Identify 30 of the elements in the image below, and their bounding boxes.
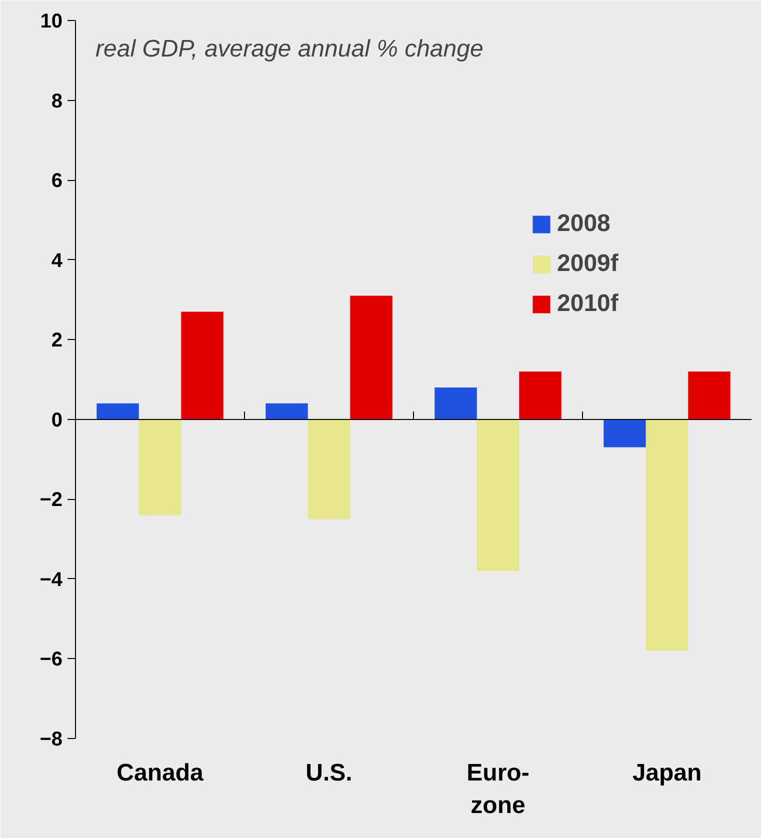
y-tick-label: 0 xyxy=(51,409,62,432)
y-tick-label: −8 xyxy=(40,728,63,750)
y-tick-label: 10 xyxy=(40,10,63,32)
legend-label: 2010f xyxy=(557,290,618,318)
x-tick-label: Japan xyxy=(632,760,702,786)
bar xyxy=(519,372,562,420)
y-tick-label: 8 xyxy=(51,90,62,112)
bar xyxy=(96,403,139,420)
bar xyxy=(138,419,182,516)
bar xyxy=(688,372,730,420)
y-tick-label: 2 xyxy=(51,330,62,352)
text: real GDP, average annual % change xyxy=(96,36,484,62)
x-tick-label: Canada xyxy=(116,760,204,786)
bar xyxy=(350,296,392,420)
bar xyxy=(308,419,350,520)
y-tick-label: 6 xyxy=(51,170,62,192)
bar xyxy=(646,419,688,651)
legend-label: 2009f xyxy=(557,250,618,278)
bar xyxy=(181,312,224,420)
y-tick-label: −6 xyxy=(40,648,63,671)
x-tick-label: U.S. xyxy=(306,760,352,786)
bar xyxy=(266,403,308,420)
bar xyxy=(434,387,477,420)
bar xyxy=(476,419,520,571)
legend-label: 2008 xyxy=(557,210,610,238)
bar xyxy=(604,419,646,448)
x-tick-label: Euro- zone xyxy=(466,760,530,819)
y-tick-label: 4 xyxy=(51,250,64,272)
y-tick-label: −4 xyxy=(40,568,64,591)
y-tick-label: −2 xyxy=(40,489,63,512)
